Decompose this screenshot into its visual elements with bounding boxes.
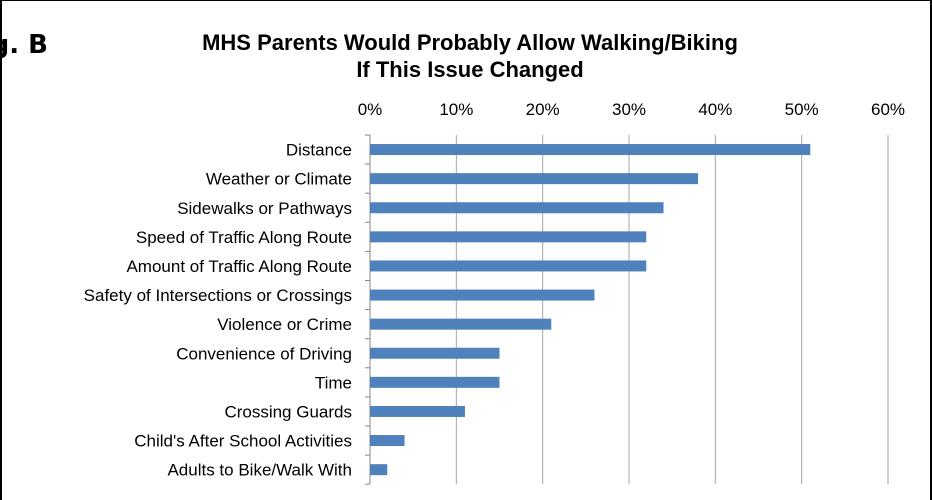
bar <box>370 231 647 243</box>
bar <box>370 173 699 185</box>
figure-label: Fig. B <box>0 30 48 60</box>
category-label: Adults to Bike/Walk With <box>167 461 352 480</box>
x-tick-label: 60% <box>871 100 905 119</box>
category-label: Child's After School Activities <box>134 432 352 451</box>
category-label: Safety of Intersections or Crossings <box>84 286 352 305</box>
bar <box>370 144 811 156</box>
chart-title-line-1: MHS Parents Would Probably Allow Walking… <box>202 30 738 55</box>
bar <box>370 464 388 476</box>
bar <box>370 376 500 388</box>
bar <box>370 405 465 417</box>
bar <box>370 289 595 301</box>
category-label: Weather or Climate <box>206 170 352 189</box>
x-tick-label: 30% <box>612 100 646 119</box>
category-label: Time <box>315 373 352 392</box>
chart-title-line-2: If This Issue Changed <box>356 57 584 82</box>
category-label: Speed of Traffic Along Route <box>136 228 352 247</box>
x-tick-label: 10% <box>439 100 473 119</box>
category-label: Convenience of Driving <box>176 344 352 363</box>
bar <box>370 347 500 359</box>
category-label: Amount of Traffic Along Route <box>126 257 352 276</box>
category-label: Distance <box>286 141 352 160</box>
x-tick-label: 0% <box>358 100 383 119</box>
bar <box>370 260 647 272</box>
category-label: Sidewalks or Pathways <box>177 199 352 218</box>
bar <box>370 202 664 214</box>
bar <box>370 435 405 447</box>
category-label: Crossing Guards <box>224 402 352 421</box>
category-label: Violence or Crime <box>217 315 352 334</box>
x-tick-label: 50% <box>785 100 819 119</box>
bar <box>370 318 552 330</box>
x-tick-label: 20% <box>526 100 560 119</box>
x-tick-label: 40% <box>698 100 732 119</box>
